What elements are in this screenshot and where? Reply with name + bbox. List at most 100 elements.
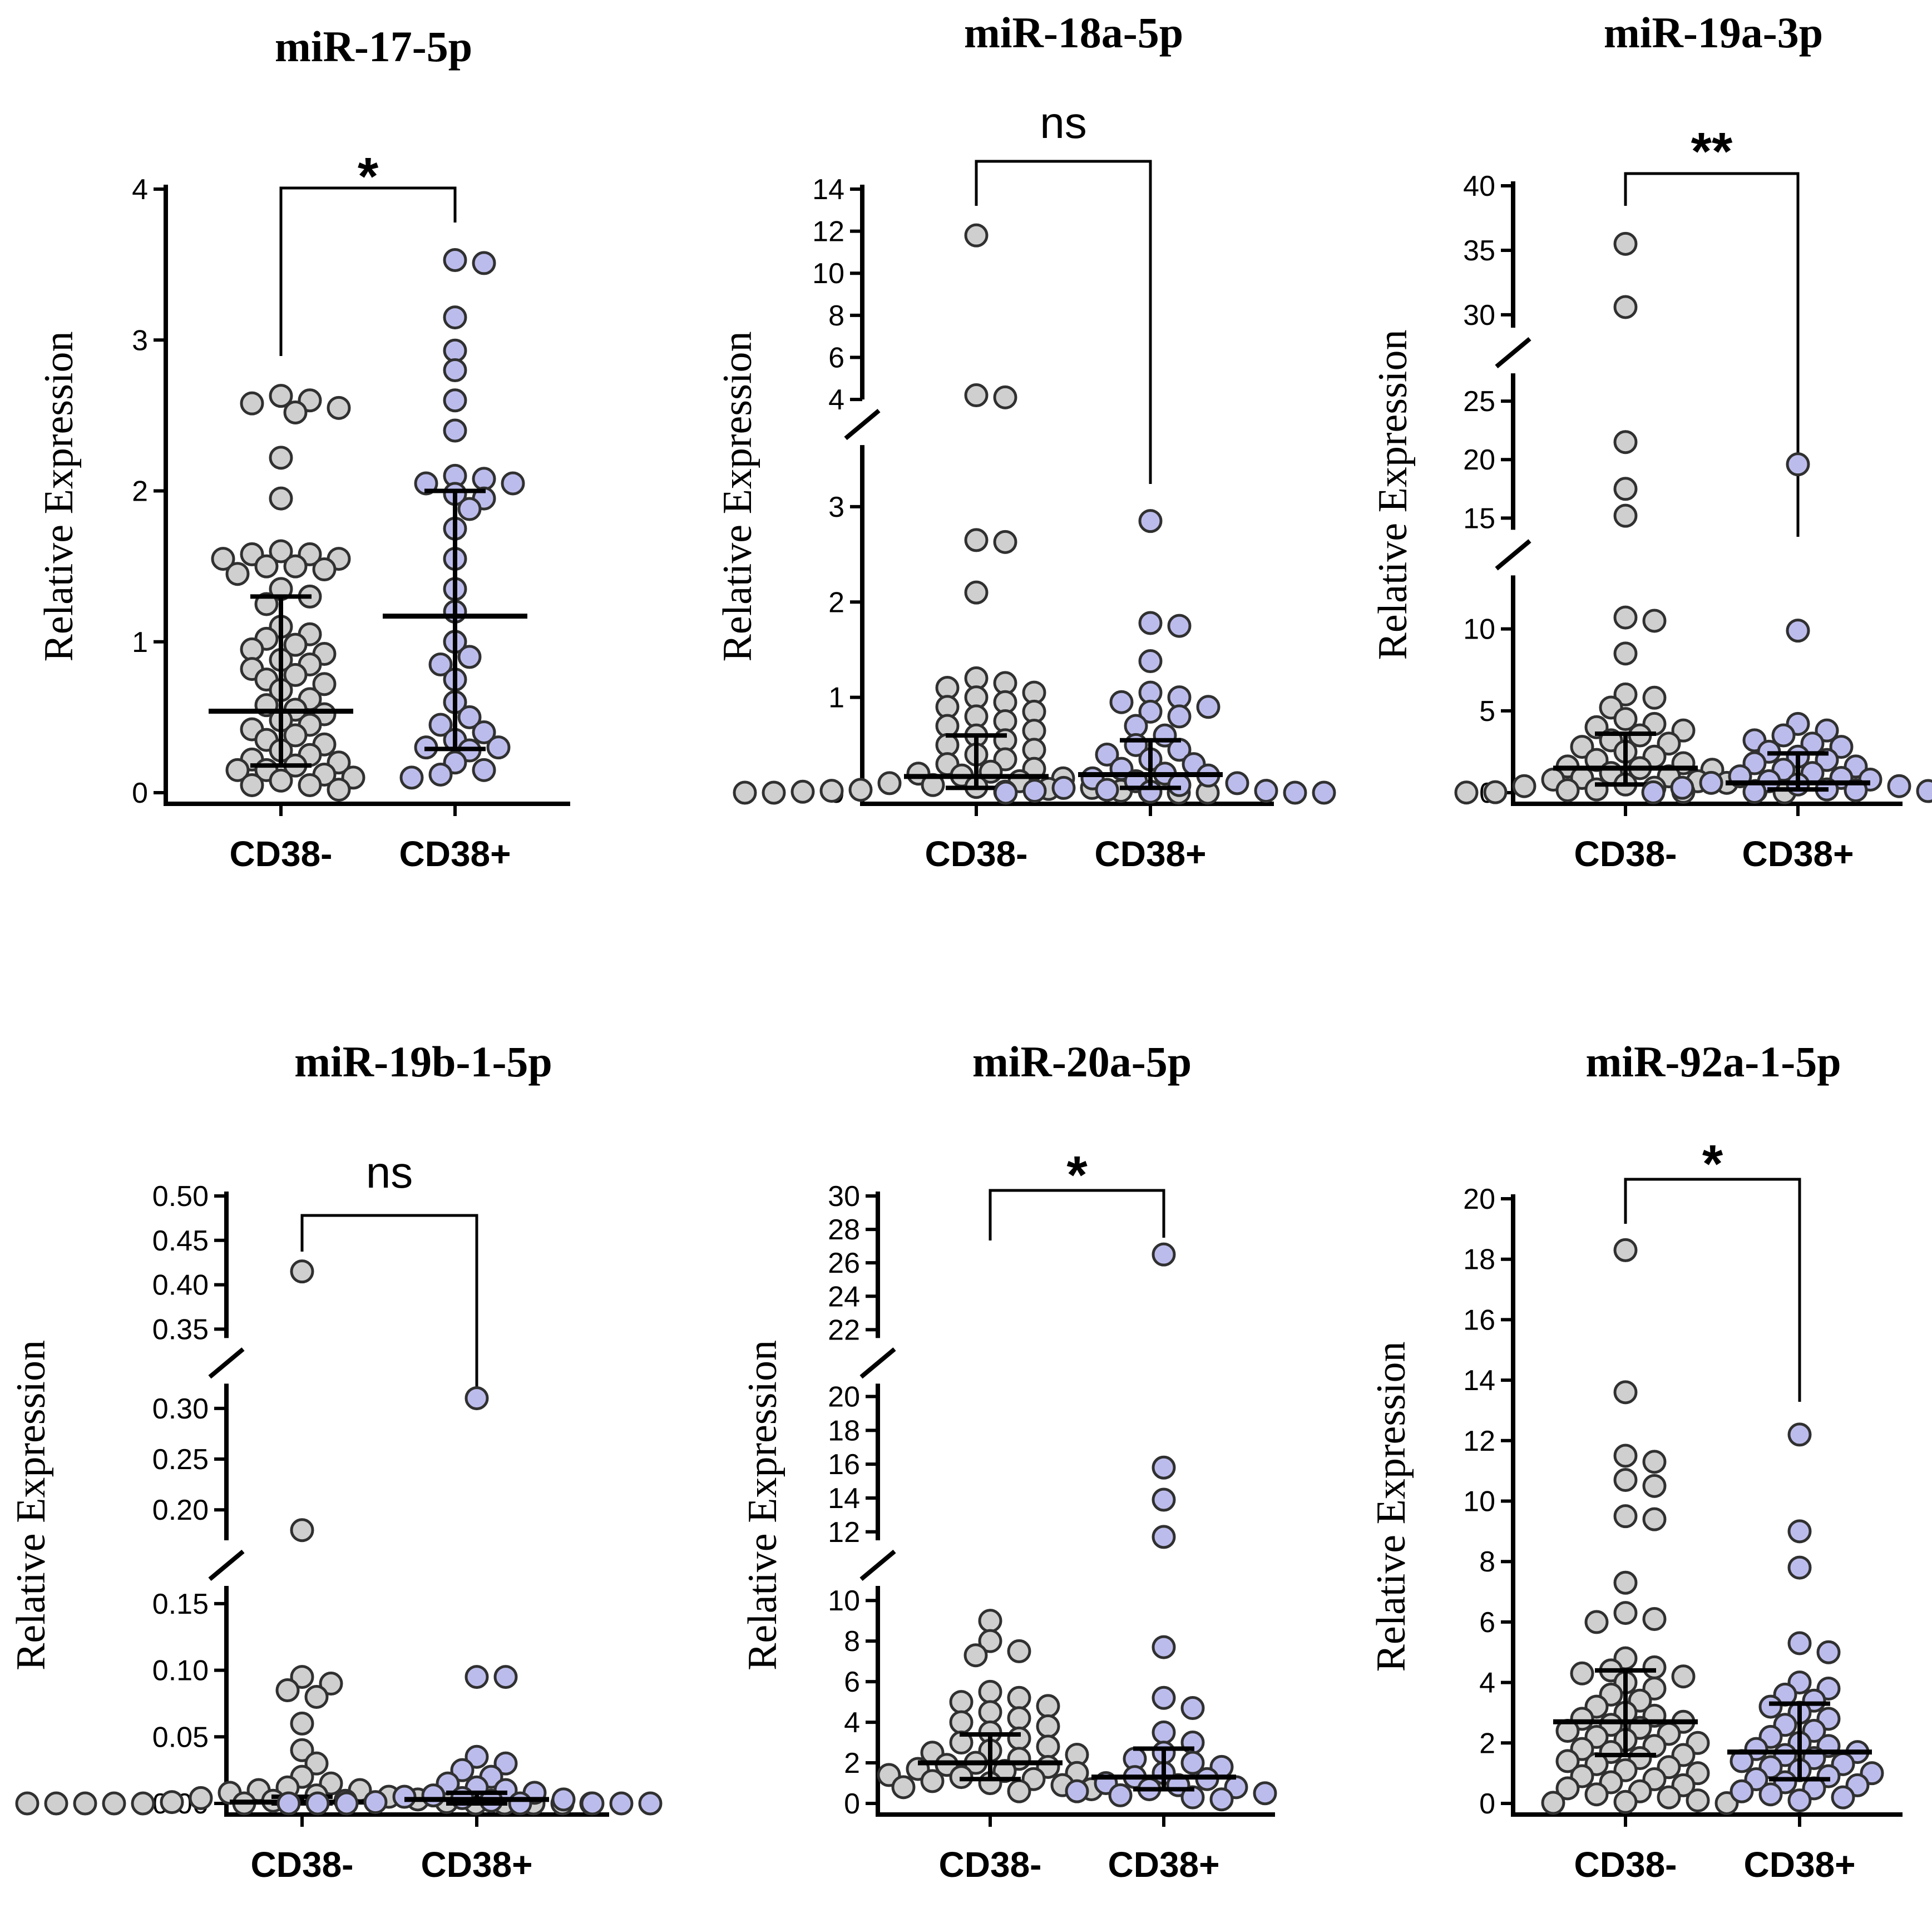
data-point	[1065, 1779, 1089, 1803]
significance-bracket	[1624, 1178, 1801, 1402]
data-point	[1095, 742, 1119, 767]
y-tick-label: 0	[844, 1788, 860, 1820]
data-point	[762, 780, 786, 805]
data-point	[1138, 649, 1163, 674]
data-point	[421, 1783, 446, 1808]
data-point	[472, 467, 496, 491]
data-point	[1787, 1422, 1812, 1447]
data-point	[1483, 780, 1508, 804]
data-point	[978, 1609, 1002, 1633]
data-point	[428, 652, 453, 676]
data-point	[1036, 1734, 1060, 1759]
data-point	[276, 1791, 301, 1816]
data-point	[1454, 780, 1479, 805]
data-point	[978, 1700, 1002, 1724]
data-point	[1138, 699, 1163, 724]
significance-label: *	[358, 147, 379, 206]
data-point	[269, 539, 293, 563]
data-point	[964, 528, 989, 552]
y-tick-label: 8	[1479, 1546, 1495, 1578]
data-point	[949, 1690, 974, 1714]
chart-title: miR-17-5p	[275, 22, 472, 71]
data-point	[443, 418, 467, 443]
data-point	[1657, 1785, 1681, 1810]
significance-bracket	[300, 1214, 478, 1402]
y-tick-label: 0.10	[152, 1655, 209, 1687]
data-point	[1007, 1706, 1031, 1731]
data-point	[392, 1785, 417, 1809]
data-point	[1686, 1788, 1710, 1813]
y-tick-label: 0.30	[152, 1393, 209, 1425]
data-point	[1180, 1785, 1205, 1810]
data-point	[1613, 707, 1638, 731]
data-point	[269, 486, 293, 511]
data-point	[580, 1791, 605, 1816]
data-point	[73, 1791, 97, 1816]
data-point	[733, 780, 757, 805]
data-point	[1642, 1450, 1667, 1474]
data-point	[1613, 231, 1638, 256]
data-point	[312, 557, 337, 582]
x-category-label: CD38-	[251, 1845, 354, 1885]
data-point	[283, 723, 308, 748]
y-tick-label: 40	[1463, 170, 1495, 202]
data-point	[1036, 1694, 1060, 1718]
data-point	[1022, 779, 1047, 803]
y-tick-label: 6	[844, 1666, 860, 1698]
data-point	[450, 1758, 475, 1782]
data-point	[240, 391, 264, 416]
data-point	[609, 1791, 634, 1816]
data-point	[1730, 1779, 1754, 1803]
y-tick-label: 2	[828, 586, 844, 619]
data-point	[414, 471, 438, 496]
data-point	[1036, 1714, 1060, 1738]
data-point	[949, 1710, 974, 1734]
significance-label: *	[1066, 1145, 1088, 1205]
y-tick-label: 3	[132, 324, 148, 357]
data-point	[1613, 1444, 1638, 1468]
data-point	[1613, 1238, 1638, 1262]
y-tick-label: 16	[828, 1449, 860, 1481]
data-point	[1613, 1467, 1638, 1492]
data-point	[964, 580, 989, 605]
chart-title: miR-19b-1-5p	[294, 1037, 552, 1086]
data-point	[1613, 1601, 1638, 1625]
x-category-label: CD38-	[230, 834, 333, 874]
data-point	[443, 305, 467, 330]
data-point	[290, 1518, 314, 1543]
data-point	[877, 771, 902, 795]
y-tick-label: 15	[1463, 502, 1495, 535]
data-point	[1007, 1779, 1031, 1803]
data-point	[964, 223, 989, 248]
data-point	[465, 1744, 489, 1769]
data-point	[1152, 1685, 1176, 1710]
axis-break-mark	[844, 409, 881, 441]
data-point	[486, 735, 511, 760]
data-point	[319, 1672, 343, 1696]
y-tick-label: 1	[828, 682, 844, 714]
data-point	[1642, 1474, 1667, 1498]
data-point	[269, 384, 293, 408]
data-point	[1167, 614, 1192, 638]
data-point	[964, 383, 989, 408]
data-point	[44, 1791, 68, 1816]
data-point	[457, 497, 482, 521]
data-point	[1787, 1788, 1812, 1813]
data-point	[1007, 1726, 1031, 1751]
data-point	[978, 1679, 1002, 1704]
data-point	[472, 251, 496, 275]
data-point	[1816, 1640, 1841, 1664]
data-point	[1095, 778, 1119, 802]
chart-title: miR-92a-1-5p	[1585, 1037, 1841, 1086]
y-tick-label: 4	[844, 1707, 860, 1739]
y-tick-label: 10	[1463, 1486, 1495, 1518]
data-point	[283, 554, 308, 579]
y-tick-label: 30	[828, 1180, 860, 1213]
x-category-label: CD38+	[1742, 834, 1854, 874]
significance-label: **	[1691, 122, 1733, 181]
data-point	[848, 778, 873, 802]
significance-bracket	[279, 186, 457, 356]
data-point	[1613, 641, 1638, 666]
data-point	[1642, 685, 1667, 710]
